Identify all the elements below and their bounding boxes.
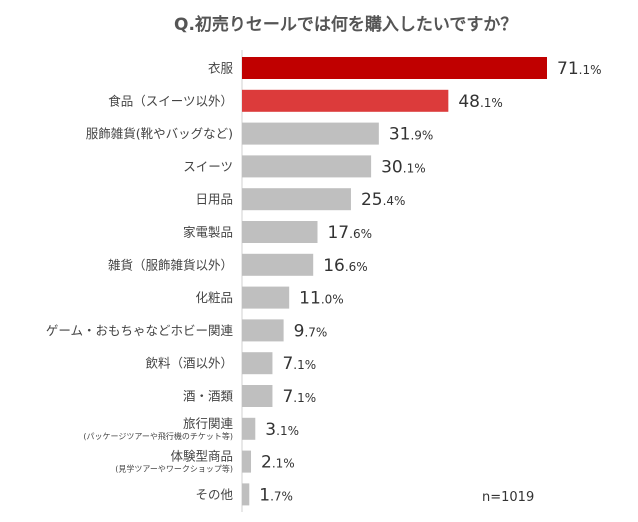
bar-13 (242, 483, 250, 506)
value-label-9: 7.1% (282, 354, 316, 374)
category-label-12: 体験型商品 (170, 449, 233, 464)
bar-7 (242, 286, 290, 309)
category-label-1: 食品（スイーツ以外） (108, 93, 233, 108)
category-label-13: その他 (195, 487, 233, 502)
category-label-2: 服飾雑貨(靴やバッグなど) (86, 126, 233, 141)
value-label-11: 3.1% (265, 420, 299, 440)
category-label-3: スイーツ (183, 159, 233, 174)
bar-9 (242, 352, 273, 375)
bar-11 (242, 417, 256, 440)
category-label-9: 飲料（酒以外） (145, 356, 233, 371)
category-label-4: 日用品 (195, 192, 233, 207)
value-label-12: 2.1% (261, 453, 295, 473)
bar-10 (242, 385, 273, 407)
bar-4 (242, 188, 351, 211)
bar-3 (242, 155, 372, 178)
category-label-10: 酒・酒類 (183, 389, 234, 404)
value-label-1: 48.1% (458, 92, 503, 112)
value-label-7: 11.0% (299, 289, 344, 309)
value-label-10: 7.1% (282, 387, 316, 407)
value-label-3: 30.1% (381, 157, 426, 177)
category-label-6: 雑貨（服飾雑貨以外） (108, 257, 233, 272)
bar-1 (242, 89, 449, 112)
bar-5 (242, 221, 318, 243)
category-label-0: 衣服 (208, 61, 234, 76)
bar-8 (242, 319, 284, 342)
bars-group: 衣服 71.1% 食品（スイーツ以外） 48.1% 服飾雑貨(靴やバッグなど) 31.9%… (46, 57, 602, 506)
category-sublabel-12: (見学ツアーやワークショップ等) (115, 464, 233, 474)
value-label-13: 1.7% (259, 485, 293, 505)
value-label-5: 17.6% (327, 223, 372, 243)
category-label-7: 化粧品 (195, 290, 233, 305)
bar-12 (242, 450, 252, 473)
category-sublabel-11: (パッケージツアーや飛行機のチケット等) (83, 431, 233, 441)
value-label-4: 25.4% (361, 190, 406, 210)
bar-6 (242, 253, 314, 276)
value-label-0: 71.1% (557, 59, 602, 79)
value-label-2: 31.9% (389, 125, 434, 145)
bar-2 (242, 122, 379, 145)
value-label-8: 9.7% (294, 321, 328, 341)
value-label-6: 16.6% (323, 256, 368, 276)
chart-title: Q.初売りセールでは何を購入したいですか？ (174, 14, 517, 35)
category-label-5: 家電製品 (183, 225, 233, 240)
category-label-8: ゲーム・おもちゃなどホビー関連 (46, 323, 234, 338)
sample-size-note: n=1019 (482, 490, 534, 505)
bar-0 (242, 57, 547, 79)
category-label-11: 旅行関連 (183, 416, 234, 431)
